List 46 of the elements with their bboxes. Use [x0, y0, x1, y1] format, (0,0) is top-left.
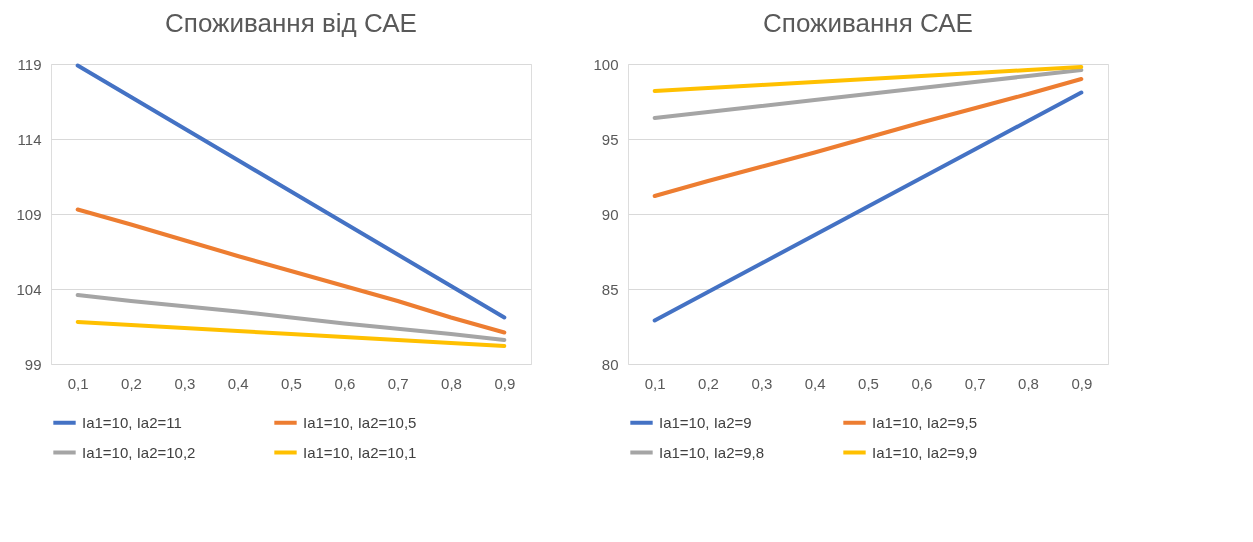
x-tick-label: 0,6 [334, 374, 356, 392]
y-tick-label: 100 [593, 55, 619, 73]
x-tick-label: 0,7 [387, 374, 409, 392]
legend-label: Ia1=10, Ia2=9 [659, 413, 752, 431]
legend-label: Ia1=10, Ia2=10,5 [303, 413, 417, 431]
line-series [75, 293, 507, 342]
x-tick-label: 0,3 [174, 374, 196, 392]
x-tick-label: 0,6 [911, 374, 933, 392]
y-tick-label: 99 [24, 355, 42, 373]
y-tick-label: 80 [601, 355, 619, 373]
line-series [652, 90, 1084, 323]
line-series [75, 207, 507, 335]
y-tick-label: 114 [17, 130, 42, 148]
line-series [75, 63, 507, 320]
y-tick-label: 104 [16, 280, 42, 298]
x-tick-label: 0,4 [227, 374, 249, 392]
line-series [75, 320, 507, 348]
legend-label: Ia1=10, Ia2=9,5 [872, 413, 978, 431]
x-tick-label: 0,1 [644, 374, 666, 392]
line-series [652, 68, 1084, 120]
y-tick-label: 85 [601, 280, 619, 298]
x-tick-label: 0,5 [281, 374, 302, 392]
line-series [652, 65, 1084, 93]
x-tick-label: 0,9 [1071, 374, 1093, 392]
x-tick-label: 0,8 [1018, 374, 1039, 392]
x-tick-label: 0,7 [964, 374, 986, 392]
line-series [652, 77, 1084, 198]
y-tick-label: 90 [601, 205, 619, 223]
legend-label: Ia1=10, Ia2=10,1 [303, 443, 417, 461]
legend-label: Ia1=10, Ia2=9,8 [659, 443, 765, 461]
chart-title: Споживання від САЕ [165, 8, 417, 38]
x-tick-label: 0,5 [858, 374, 879, 392]
legend-label: Ia1=10, Ia2=9,9 [872, 443, 978, 461]
x-tick-label: 0,2 [121, 374, 142, 392]
legend-label: Ia1=10, Ia2=10,2 [82, 443, 196, 461]
x-tick-label: 0,3 [751, 374, 773, 392]
x-tick-label: 0,8 [441, 374, 462, 392]
y-tick-label: 109 [16, 205, 42, 223]
x-tick-label: 0,2 [698, 374, 719, 392]
x-tick-label: 0,1 [67, 374, 89, 392]
y-tick-label: 119 [17, 55, 42, 73]
legend-label: Ia1=10, Ia2=11 [82, 413, 182, 431]
x-tick-label: 0,9 [494, 374, 516, 392]
chart-title: Споживання САЕ [763, 8, 973, 38]
x-tick-label: 0,4 [804, 374, 826, 392]
y-tick-label: 95 [601, 130, 619, 148]
